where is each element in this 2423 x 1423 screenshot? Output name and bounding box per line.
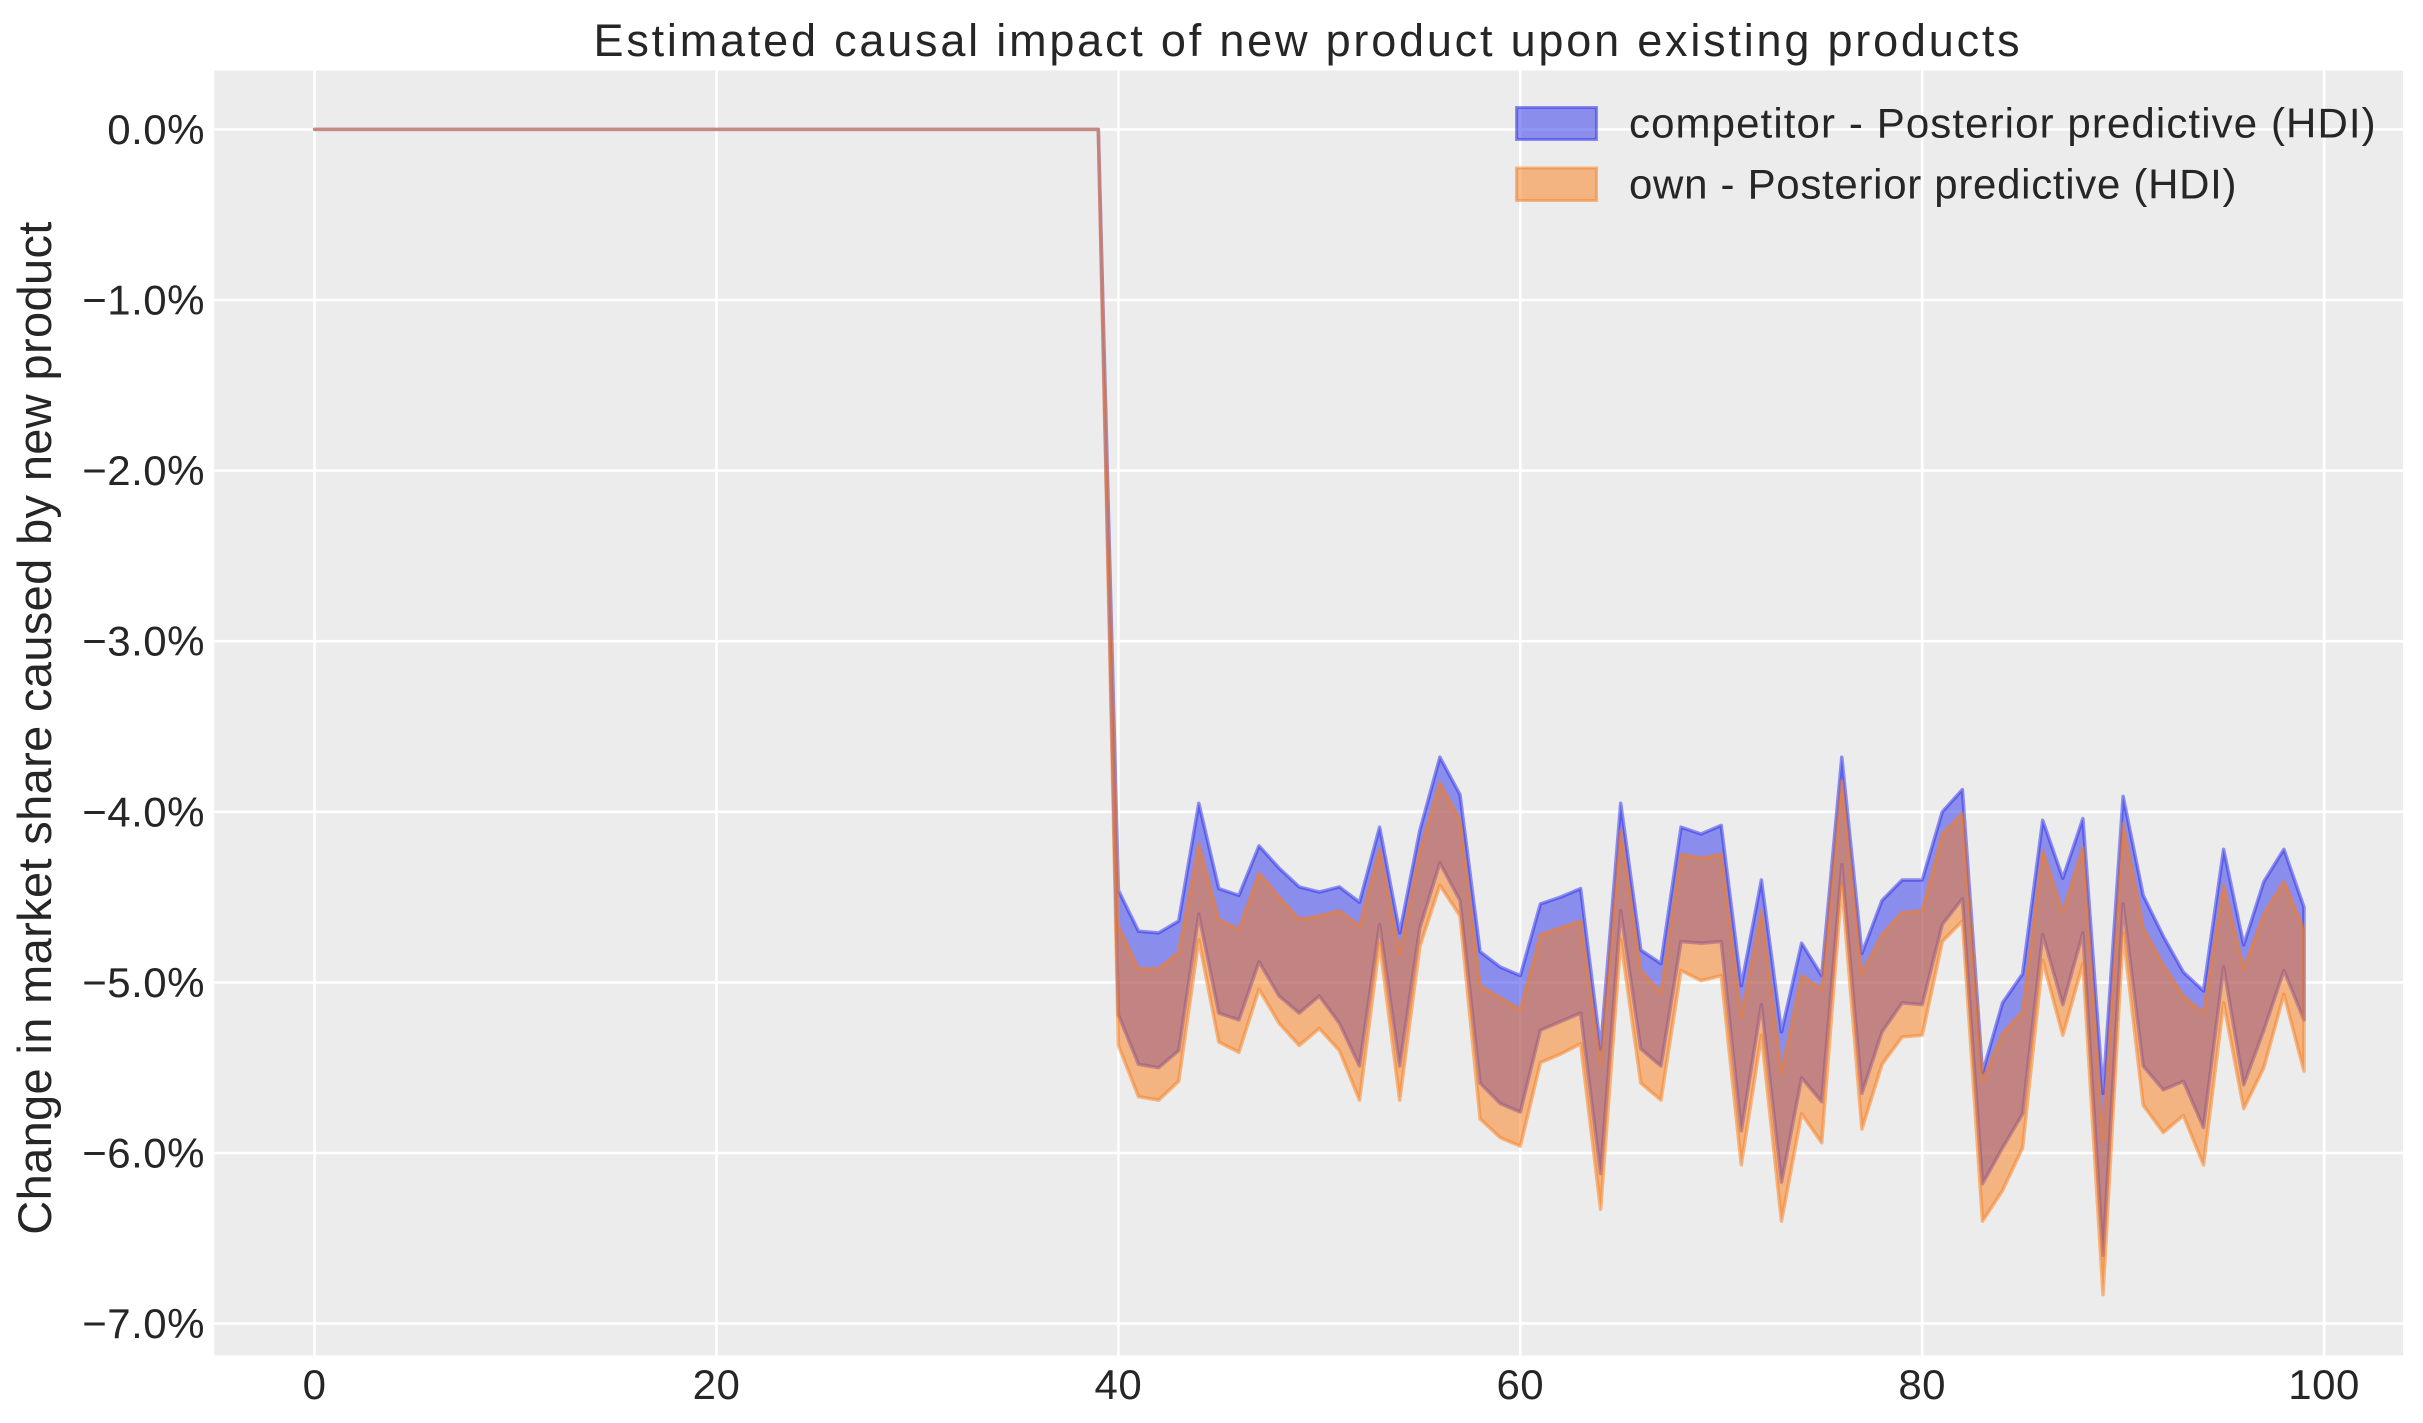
- svg-text:Change in market share caused: Change in market share caused by new pro…: [8, 221, 61, 1234]
- svg-text:−6.0%: −6.0%: [82, 1130, 205, 1177]
- svg-text:−1.0%: −1.0%: [82, 277, 205, 324]
- svg-text:80: 80: [1898, 1361, 1946, 1408]
- svg-text:40: 40: [1095, 1361, 1143, 1408]
- svg-text:−3.0%: −3.0%: [82, 618, 205, 665]
- svg-text:−7.0%: −7.0%: [82, 1300, 205, 1347]
- svg-text:0.0%: 0.0%: [107, 106, 205, 153]
- svg-text:100: 100: [2288, 1361, 2360, 1408]
- svg-text:0: 0: [303, 1361, 327, 1408]
- svg-text:competitor - Posterior predict: competitor - Posterior predictive (HDI): [1629, 100, 2377, 147]
- svg-text:60: 60: [1496, 1361, 1544, 1408]
- svg-text:own - Posterior predictive (HD: own - Posterior predictive (HDI): [1629, 161, 2237, 208]
- svg-text:−5.0%: −5.0%: [82, 959, 205, 1006]
- svg-text:−4.0%: −4.0%: [82, 788, 205, 835]
- svg-text:Estimated causal impact of new: Estimated causal impact of new product u…: [594, 15, 2023, 66]
- svg-text:−2.0%: −2.0%: [82, 447, 205, 494]
- svg-text:20: 20: [693, 1361, 741, 1408]
